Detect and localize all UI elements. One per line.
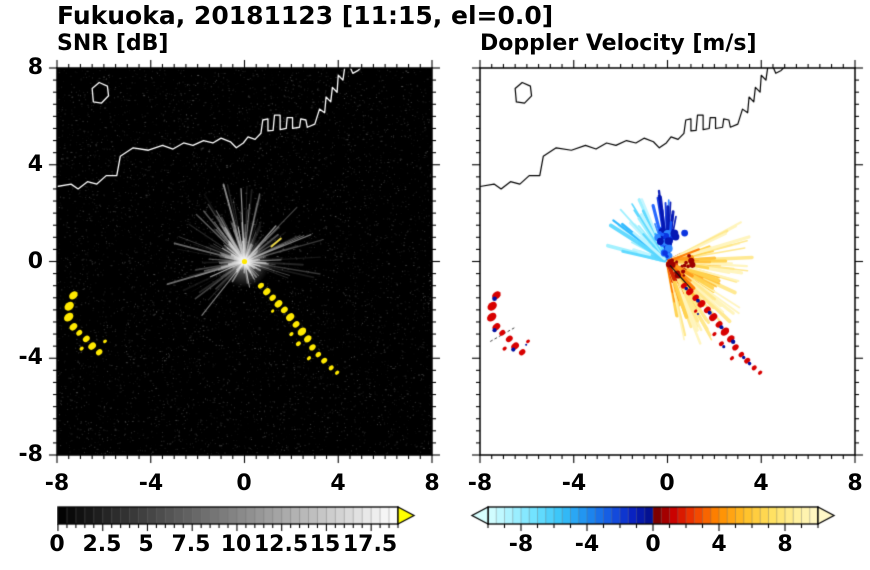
ytick-label-neg4: -4 — [18, 345, 43, 370]
vel-xtick-neg4: -4 — [561, 471, 587, 496]
velocity-ppi-canvas — [470, 58, 865, 465]
ytick-label-0: 0 — [27, 249, 43, 274]
snr-xtick-neg8: -8 — [44, 471, 70, 496]
snr-panel-title: SNR [dB] — [57, 31, 169, 56]
vel-cb-label-0: 0 — [645, 532, 661, 557]
snr-cb-label-12p5: 12.5 — [253, 532, 309, 557]
snr-ppi-canvas — [47, 58, 442, 465]
vel-cb-label-8: 8 — [777, 532, 793, 557]
vel-xtick-8: 8 — [847, 471, 863, 496]
vel-xtick-0: 0 — [659, 471, 675, 496]
vel-cb-label-4: 4 — [711, 532, 727, 557]
snr-cb-label-10: 10 — [220, 532, 252, 557]
ytick-label-neg8: -8 — [18, 442, 43, 467]
figure-title: Fukuoka, 20181123 [11:15, el=0.0] — [57, 1, 554, 30]
snr-cb-label-0: 0 — [49, 532, 65, 557]
ytick-label-8: 8 — [27, 55, 43, 80]
velocity-colorbar — [470, 504, 838, 534]
snr-xtick-neg4: -4 — [138, 471, 164, 496]
snr-cb-label-7p5: 7.5 — [171, 532, 211, 557]
snr-cb-label-5: 5 — [138, 532, 154, 557]
snr-xtick-0: 0 — [236, 471, 252, 496]
snr-xtick-4: 4 — [330, 471, 346, 496]
snr-cb-label-17p5: 17.5 — [342, 532, 398, 557]
snr-xtick-8: 8 — [424, 471, 440, 496]
snr-cb-label-2p5: 2.5 — [82, 532, 122, 557]
vel-cb-label-neg4: -4 — [574, 532, 600, 557]
ytick-label-4: 4 — [27, 152, 43, 177]
vel-xtick-4: 4 — [753, 471, 769, 496]
velocity-panel-title: Doppler Velocity [m/s] — [480, 31, 757, 56]
vel-xtick-neg8: -8 — [467, 471, 493, 496]
vel-cb-label-neg8: -8 — [508, 532, 534, 557]
snr-cb-label-15: 15 — [309, 532, 341, 557]
snr-colorbar — [57, 504, 419, 534]
